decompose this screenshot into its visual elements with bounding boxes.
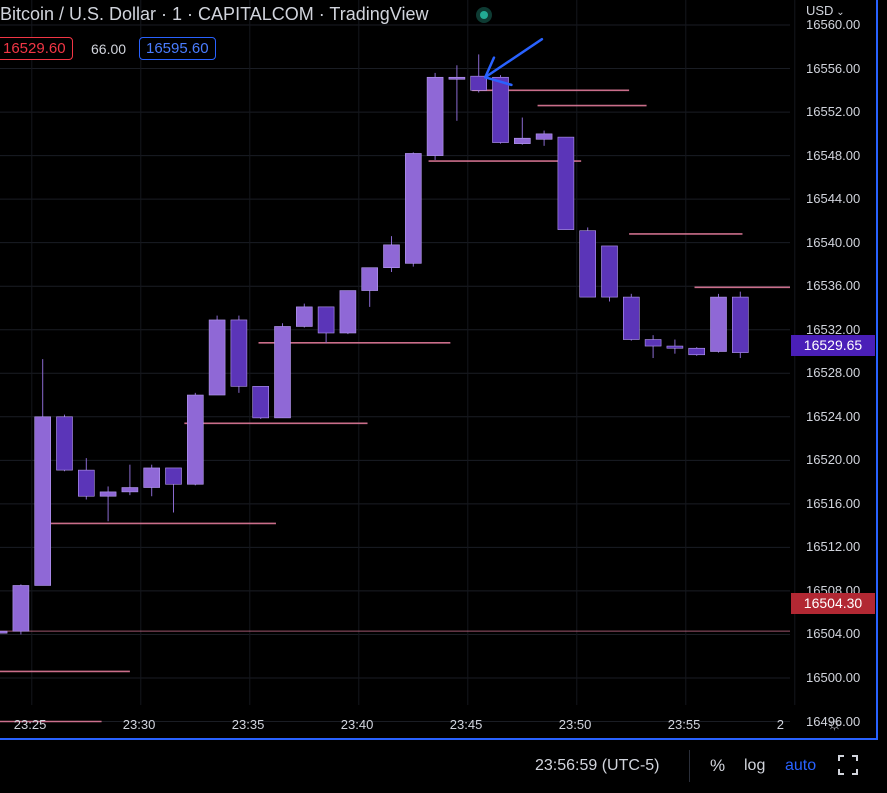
candle-body bbox=[0, 630, 8, 634]
candle-body bbox=[317, 306, 335, 334]
candle-body bbox=[78, 469, 95, 497]
x-tick-label: 23:35 bbox=[231, 717, 265, 732]
y-tick-label: 16504.00 bbox=[806, 626, 861, 642]
gear-icon[interactable]: ☼ bbox=[826, 713, 843, 733]
y-tick-label: 16544.00 bbox=[806, 191, 861, 207]
sell-price-button[interactable]: 16529.60 bbox=[0, 37, 73, 60]
y-tick-label: 16520.00 bbox=[806, 452, 861, 468]
timezone-clock[interactable]: 23:56:59 (UTC-5) bbox=[535, 757, 660, 774]
candle-body bbox=[99, 491, 117, 497]
y-tick-label: 16500.00 bbox=[806, 669, 861, 685]
y-tick-label: 16540.00 bbox=[806, 234, 861, 250]
current-price-tag: 16529.65 bbox=[791, 335, 875, 356]
trend-line bbox=[483, 76, 513, 87]
candle-body bbox=[404, 153, 422, 264]
candle-body bbox=[56, 416, 73, 471]
candle-body bbox=[688, 347, 706, 356]
candle-body bbox=[339, 290, 357, 334]
spread-value: 66.00 bbox=[91, 41, 127, 57]
chart-frame bbox=[0, 0, 878, 740]
candle-body bbox=[710, 296, 727, 352]
candle-body bbox=[666, 345, 684, 349]
x-tick-label: 23:55 bbox=[667, 717, 701, 732]
y-tick-label: 16532.00 bbox=[806, 321, 861, 337]
fullscreen-icon[interactable] bbox=[838, 755, 858, 775]
candle-body bbox=[252, 386, 269, 419]
candle-body bbox=[513, 137, 531, 144]
candle-body bbox=[470, 75, 488, 91]
candle-body bbox=[274, 326, 291, 419]
currency-select[interactable]: USD ⌄ bbox=[806, 3, 845, 18]
chevron-down-icon: ⌄ bbox=[833, 7, 845, 18]
candle-body bbox=[208, 319, 226, 396]
candle-body bbox=[731, 296, 749, 353]
y-tick-label: 16516.00 bbox=[806, 495, 861, 511]
candle-body bbox=[165, 467, 182, 485]
candle-body bbox=[12, 585, 30, 632]
currency-label: USD bbox=[806, 3, 834, 18]
percent-scale-toggle[interactable]: % bbox=[710, 756, 726, 775]
candle-body bbox=[601, 245, 618, 298]
candle-body bbox=[121, 487, 139, 493]
candle-body bbox=[230, 319, 248, 387]
y-tick-label: 16528.00 bbox=[806, 365, 861, 381]
y-tick-label: 16556.00 bbox=[806, 60, 861, 76]
x-tick-label: 23:50 bbox=[558, 717, 592, 732]
toolbar-divider bbox=[689, 750, 690, 782]
candle-body bbox=[383, 244, 400, 269]
candle-body bbox=[295, 306, 313, 327]
candle-body bbox=[143, 467, 160, 488]
buy-price-button[interactable]: 16595.60 bbox=[139, 37, 216, 60]
candle-body bbox=[644, 339, 662, 347]
x-tick-label: 2 bbox=[776, 717, 785, 732]
auto-scale-toggle[interactable]: auto bbox=[785, 757, 817, 774]
y-tick-label: 16524.00 bbox=[806, 408, 861, 424]
price-chart[interactable] bbox=[0, 0, 887, 740]
candle-body bbox=[492, 76, 509, 143]
level-price-tag: 16504.30 bbox=[791, 593, 875, 614]
candle-body bbox=[622, 296, 640, 340]
trend-line bbox=[483, 37, 544, 79]
x-tick-label: 23:25 bbox=[13, 717, 47, 732]
candle-body bbox=[426, 76, 444, 156]
y-tick-label: 16552.00 bbox=[806, 104, 861, 120]
y-tick-label: 16512.00 bbox=[806, 539, 861, 555]
trend-line bbox=[483, 56, 496, 79]
y-tick-label: 16560.00 bbox=[806, 17, 861, 33]
x-tick-label: 23:45 bbox=[449, 717, 483, 732]
candle-body bbox=[535, 133, 553, 140]
market-open-indicator-icon bbox=[476, 7, 492, 23]
x-tick-label: 23:30 bbox=[122, 717, 156, 732]
candle-body bbox=[579, 230, 597, 298]
y-tick-label: 16548.00 bbox=[806, 147, 861, 163]
y-tick-label: 16536.00 bbox=[806, 278, 861, 294]
bottom-toolbar bbox=[0, 742, 887, 793]
candle-body bbox=[34, 416, 52, 586]
log-scale-toggle[interactable]: log bbox=[744, 757, 766, 774]
candle-body bbox=[448, 76, 466, 80]
candle-body bbox=[557, 136, 575, 230]
candle-body bbox=[361, 267, 379, 291]
x-tick-label: 23:40 bbox=[340, 717, 374, 732]
candle-body bbox=[187, 394, 204, 485]
y-tick-label: 16496.00 bbox=[806, 713, 861, 729]
symbol-title[interactable]: Bitcoin / U.S. Dollar · 1 · CAPITALCOM ·… bbox=[0, 4, 429, 24]
